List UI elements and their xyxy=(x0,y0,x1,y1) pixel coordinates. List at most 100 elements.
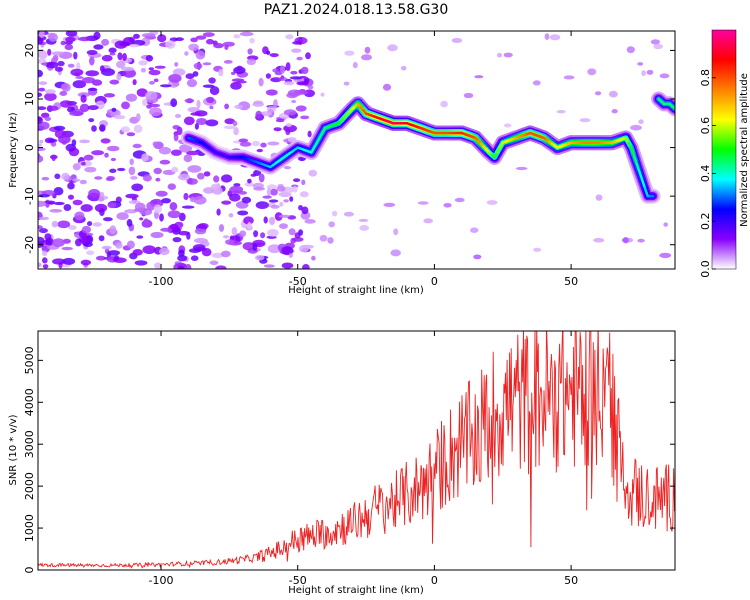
heatmap-cell xyxy=(149,107,162,117)
heatmap-cell xyxy=(296,81,309,86)
heatmap-cell xyxy=(72,80,87,89)
heatmap-cell xyxy=(252,101,264,107)
heatmap-cell xyxy=(114,40,128,49)
heatmap-cell xyxy=(68,194,74,200)
heatmap-cell xyxy=(132,79,137,86)
heatmap-cell xyxy=(454,197,465,203)
heatmap-cell xyxy=(93,31,101,40)
ridge-segment xyxy=(638,170,644,182)
heatmap-cell xyxy=(126,132,136,137)
heatmap-cell xyxy=(42,62,47,66)
heatmap-cell xyxy=(298,156,306,161)
heatmap-cell xyxy=(343,211,354,217)
heatmap-cell xyxy=(53,125,66,131)
heatmap-cell xyxy=(45,61,59,69)
heatmap-cell xyxy=(99,65,105,72)
heatmap-cell xyxy=(292,41,302,45)
heatmap-cell xyxy=(630,124,642,131)
heatmap-cell xyxy=(210,183,221,191)
heatmap-cell xyxy=(139,217,144,221)
heatmap-cell xyxy=(626,46,635,54)
heatmap-cell xyxy=(98,235,105,242)
heatmap-cell xyxy=(503,52,513,58)
heatmap-cell xyxy=(160,84,172,88)
heatmap-cell xyxy=(220,250,231,258)
heatmap-cell xyxy=(358,218,369,222)
heatmap-cell xyxy=(188,43,199,51)
heatmap-cell xyxy=(52,238,65,247)
heatmap-cell xyxy=(387,44,398,52)
heatmap-cell xyxy=(167,210,181,219)
heatmap-cell xyxy=(38,194,50,198)
heatmap-cell xyxy=(44,89,56,94)
heatmap-cell xyxy=(145,55,154,62)
heatmap-cell xyxy=(247,48,253,55)
heatmap-cell xyxy=(122,53,127,61)
heatmap-cell xyxy=(201,248,212,257)
heatmap-cell xyxy=(183,192,189,201)
heatmap-cell xyxy=(213,175,220,183)
heatmap-cell xyxy=(202,32,215,37)
heatmap-cell xyxy=(265,73,271,79)
heatmap-cell xyxy=(72,178,80,182)
heatmap-cell xyxy=(172,82,180,87)
heatmap-cell xyxy=(109,225,117,235)
heatmap-cell xyxy=(294,89,308,95)
heatmap-cell xyxy=(190,255,199,261)
heatmap-cell xyxy=(187,165,202,173)
heatmap-cell xyxy=(298,245,309,253)
heatmap-cell xyxy=(383,202,396,207)
heatmap-cell xyxy=(98,197,105,202)
heatmap-cell xyxy=(128,166,136,176)
heatmap-cell xyxy=(65,31,78,37)
heatmap-cell xyxy=(195,50,206,60)
heatmap-cell xyxy=(417,201,429,205)
heatmap-cell xyxy=(285,62,291,72)
heatmap-cell xyxy=(60,40,66,46)
colorbar-tick-label: 0.6 xyxy=(699,117,712,135)
heatmap-cell xyxy=(255,255,265,261)
heatmap-cell xyxy=(587,68,597,76)
heatmap-cell xyxy=(263,216,268,224)
heatmap-cell xyxy=(126,209,134,214)
heatmap-cell xyxy=(202,84,215,88)
heatmap-cell xyxy=(42,257,48,264)
heatmap-cell xyxy=(209,260,219,266)
heatmap-cell xyxy=(193,62,203,70)
spectrogram-xlabel: Height of straight line (km) xyxy=(288,285,424,296)
heatmap-cell xyxy=(159,159,171,165)
ridge-segment xyxy=(640,178,647,190)
heatmap-cell xyxy=(133,124,143,133)
heatmap-cell xyxy=(169,202,178,211)
heatmap-cell xyxy=(296,56,303,61)
heatmap-cell xyxy=(263,264,275,268)
heatmap-cell xyxy=(103,93,115,98)
heatmap-cell xyxy=(290,237,297,244)
heatmap-cell xyxy=(159,213,164,222)
heatmap-cell xyxy=(138,60,148,66)
heatmap-cell xyxy=(104,152,109,158)
heatmap-cell xyxy=(544,33,550,40)
heatmap-cell xyxy=(209,105,214,110)
heatmap-cell xyxy=(260,111,272,117)
heatmap-cell xyxy=(279,223,288,230)
heatmap-cell xyxy=(53,201,65,206)
heatmap-cell xyxy=(267,141,280,146)
heatmap-cell xyxy=(107,250,120,256)
heatmap-cell xyxy=(218,68,224,77)
heatmap-cell xyxy=(61,172,70,180)
heatmap-cell xyxy=(239,31,254,37)
heatmap-cell xyxy=(653,43,663,50)
heatmap-cell xyxy=(173,132,179,142)
heatmap-cell xyxy=(101,54,113,62)
heatmap-cell xyxy=(277,77,288,81)
heatmap-cell xyxy=(225,239,235,245)
snr-xlabel: Height of straight line (km) xyxy=(288,585,424,596)
heatmap-cell xyxy=(150,200,158,204)
heatmap-cell xyxy=(125,93,137,102)
heatmap-cell xyxy=(126,219,133,227)
heatmap-cell xyxy=(280,65,285,74)
heatmap-cell xyxy=(175,37,184,42)
heatmap-cell xyxy=(194,228,207,235)
